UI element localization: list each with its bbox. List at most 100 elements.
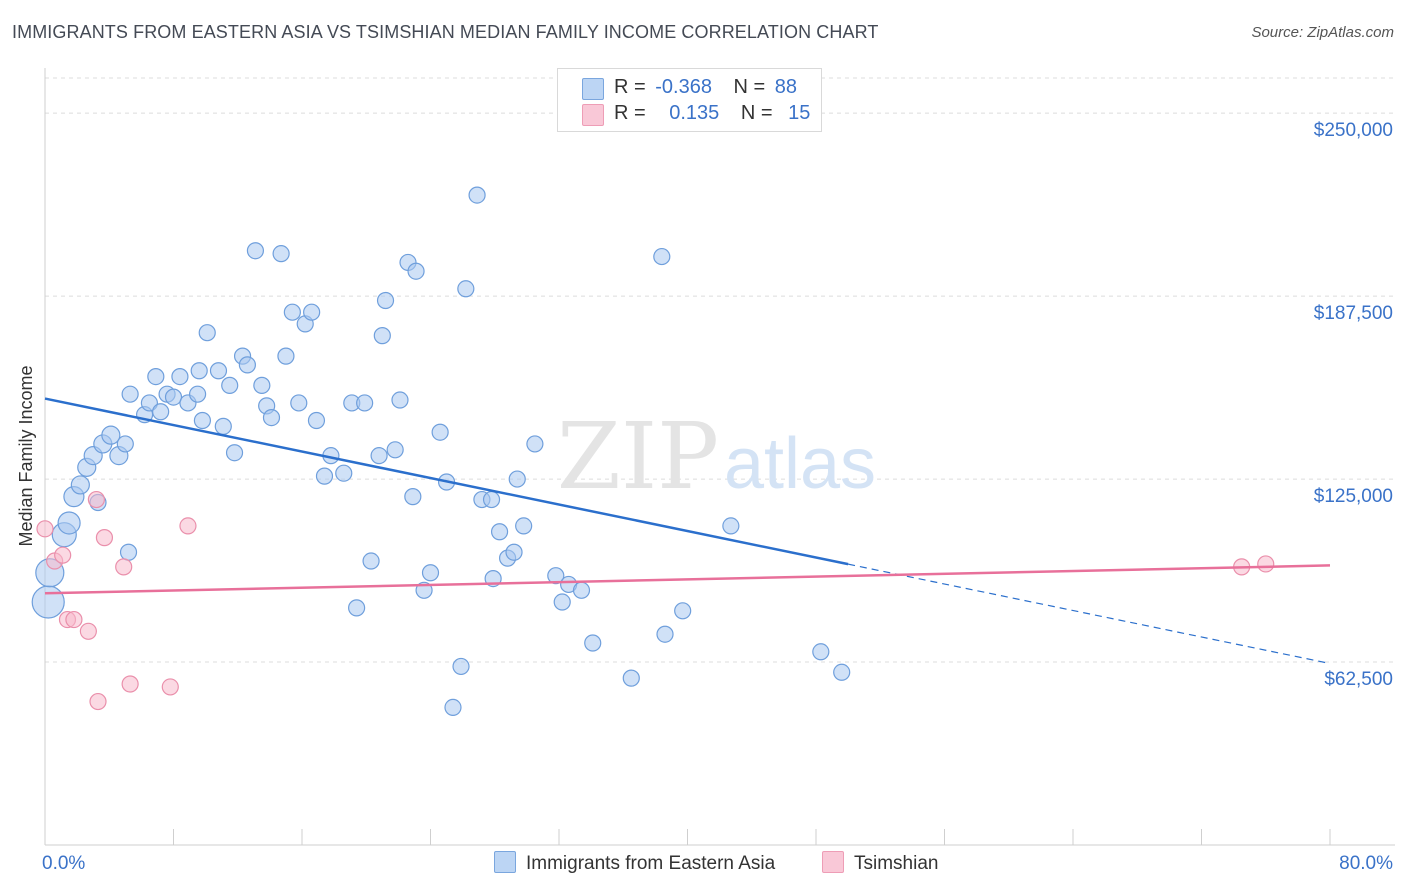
point-eastern-asia (101, 425, 121, 445)
point-eastern-asia (152, 403, 170, 421)
point-eastern-asia (421, 564, 440, 582)
series-eastern-asia-points (31, 186, 851, 717)
point-eastern-asia (656, 625, 674, 643)
point-eastern-asia (307, 411, 326, 430)
point-eastern-asia (147, 368, 165, 386)
point-tsimshian (65, 610, 83, 629)
point-eastern-asia (315, 467, 334, 485)
point-eastern-asia (468, 186, 486, 204)
point-tsimshian (79, 622, 97, 640)
point-eastern-asia (490, 523, 509, 541)
point-eastern-asia (190, 362, 208, 380)
point-eastern-asia (238, 356, 256, 374)
point-eastern-asia (335, 464, 353, 482)
point-eastern-asia (376, 291, 395, 310)
point-eastern-asia (253, 376, 271, 394)
point-eastern-asia (386, 441, 404, 459)
bottom-legend-swatch-blue (494, 851, 516, 873)
point-eastern-asia (526, 435, 544, 453)
point-eastern-asia (209, 362, 228, 380)
point-tsimshian (161, 678, 179, 696)
trend-line-eastern-asia (44, 397, 849, 566)
point-eastern-asia (348, 599, 366, 617)
point-eastern-asia (188, 385, 207, 403)
point-eastern-asia (833, 663, 851, 681)
point-tsimshian (1257, 555, 1275, 573)
y-tick-label: $62,500 (1324, 669, 1393, 690)
legend-r-label: R = (614, 102, 646, 124)
point-eastern-asia (452, 657, 470, 676)
bottom-legend-label: Immigrants from Eastern Asia (526, 853, 776, 874)
legend-n-label: N = (733, 76, 766, 98)
legend-r-label: R = (614, 76, 646, 98)
point-tsimshian (121, 675, 139, 693)
point-eastern-asia (262, 408, 281, 427)
point-tsimshian (89, 692, 107, 711)
legend-r-value: -0.368 (655, 76, 712, 98)
point-eastern-asia (547, 567, 565, 585)
point-eastern-asia (431, 423, 449, 441)
point-tsimshian (115, 558, 133, 576)
series-tsimshian-points (36, 490, 1275, 711)
y-tick-label: $125,000 (1314, 486, 1393, 507)
point-eastern-asia (674, 602, 692, 620)
point-eastern-asia (272, 245, 290, 263)
point-eastern-asia (722, 517, 740, 535)
point-eastern-asia (193, 411, 212, 430)
point-eastern-asia (584, 634, 602, 652)
point-eastern-asia (221, 376, 239, 394)
point-eastern-asia (70, 475, 90, 495)
point-eastern-asia (444, 698, 462, 717)
legend-n-value: 88 (774, 76, 798, 98)
point-tsimshian (179, 517, 197, 535)
point-eastern-asia (214, 417, 232, 435)
watermark-atlas: atlas (724, 424, 876, 504)
point-eastern-asia (362, 552, 380, 570)
legend-swatch-pink (582, 104, 604, 126)
point-eastern-asia (57, 511, 81, 535)
bottom-legend-tsimshian: Tsimshian (822, 851, 938, 875)
bottom-legend-eastern-asia: Immigrants from Eastern Asia (494, 851, 775, 875)
legend-n-label: N = (740, 102, 773, 124)
tick-labels: $62,500 $125,000 $187,500 $250,000 0.0% 80.0%… (16, 120, 1393, 874)
point-eastern-asia (116, 435, 134, 453)
source-credit: Source: ZipAtlas.com (1251, 24, 1394, 41)
point-eastern-asia (572, 581, 591, 599)
point-eastern-asia (31, 585, 65, 619)
point-eastern-asia (622, 669, 640, 687)
point-eastern-asia (119, 543, 138, 561)
point-tsimshian (95, 529, 114, 547)
legend-n-value: 15 (788, 102, 811, 124)
point-eastern-asia (812, 643, 830, 661)
point-eastern-asia (198, 324, 216, 342)
point-tsimshian (54, 546, 72, 564)
correlation-legend: R = -0.368 N = 88 R = 0.135 N = 15 (557, 68, 822, 132)
y-tick-label: $187,500 (1314, 303, 1393, 324)
point-eastern-asia (225, 444, 244, 462)
point-eastern-asia (283, 303, 301, 321)
point-eastern-asia (290, 394, 308, 412)
point-eastern-asia (482, 490, 501, 509)
legend-r-value: 0.135 (669, 102, 720, 124)
point-eastern-asia (515, 517, 533, 535)
point-eastern-asia (457, 280, 475, 298)
point-eastern-asia (303, 303, 321, 321)
chart-title: IMMIGRANTS FROM EASTERN ASIA VS TSIMSHIA… (12, 22, 879, 42)
y-tick-label: $250,000 (1314, 120, 1393, 141)
y-axis-title: Median Family Income (16, 365, 36, 546)
bottom-legend-label: Tsimshian (854, 853, 939, 874)
watermark-zip: ZIP (557, 403, 719, 510)
point-eastern-asia (407, 262, 425, 280)
watermark: ZIP atlas (557, 403, 876, 510)
point-eastern-asia (373, 327, 391, 345)
point-eastern-asia (391, 391, 409, 409)
point-eastern-asia (370, 447, 388, 465)
point-eastern-asia (171, 368, 189, 386)
point-eastern-asia (505, 543, 523, 561)
point-eastern-asia (404, 488, 422, 506)
point-eastern-asia (356, 394, 374, 412)
legend-swatch-blue (582, 78, 604, 100)
point-eastern-asia (553, 593, 571, 611)
point-eastern-asia (164, 388, 183, 406)
